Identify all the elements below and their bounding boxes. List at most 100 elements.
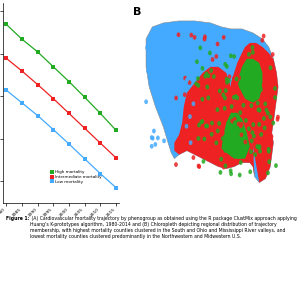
Circle shape [268, 91, 272, 96]
Circle shape [185, 77, 189, 82]
Circle shape [152, 56, 156, 60]
Circle shape [183, 92, 187, 97]
Circle shape [172, 24, 175, 29]
High mortality [83, 95, 86, 99]
Circle shape [256, 144, 260, 149]
Circle shape [162, 138, 166, 143]
Circle shape [250, 103, 253, 108]
Circle shape [218, 153, 222, 158]
Circle shape [183, 76, 187, 80]
Circle shape [167, 92, 171, 97]
Polygon shape [174, 67, 254, 177]
Circle shape [177, 32, 180, 37]
Circle shape [253, 152, 257, 157]
Circle shape [264, 157, 268, 161]
Circle shape [205, 71, 208, 76]
High mortality [20, 37, 24, 41]
Circle shape [193, 35, 196, 40]
Circle shape [200, 119, 204, 124]
Circle shape [276, 115, 280, 120]
Circle shape [201, 100, 204, 105]
Low mortality [20, 101, 24, 105]
Circle shape [188, 114, 192, 119]
Circle shape [265, 108, 268, 112]
Circle shape [238, 110, 242, 115]
Low mortality [99, 172, 102, 176]
Circle shape [214, 141, 218, 145]
Circle shape [266, 97, 270, 101]
Circle shape [214, 54, 218, 59]
Circle shape [188, 75, 191, 80]
Circle shape [244, 119, 248, 124]
Circle shape [229, 171, 233, 176]
Circle shape [258, 108, 262, 113]
Circle shape [250, 89, 254, 94]
Line: Low mortality: Low mortality [4, 89, 118, 189]
Circle shape [153, 142, 157, 147]
Circle shape [189, 26, 193, 30]
Circle shape [209, 68, 213, 73]
Circle shape [189, 33, 193, 37]
Circle shape [150, 135, 154, 140]
Circle shape [273, 95, 277, 100]
Text: Figure 1:: Figure 1: [6, 216, 29, 221]
Circle shape [196, 68, 200, 73]
Circle shape [263, 126, 266, 130]
Circle shape [237, 122, 241, 126]
Circle shape [236, 95, 239, 100]
Low mortality [52, 128, 55, 131]
Circle shape [177, 143, 181, 148]
Circle shape [268, 65, 272, 70]
Circle shape [216, 133, 220, 138]
Circle shape [206, 85, 209, 89]
Circle shape [196, 136, 200, 141]
Circle shape [260, 114, 264, 119]
Line: High mortality: High mortality [4, 23, 118, 132]
Circle shape [267, 149, 271, 154]
Circle shape [244, 100, 247, 105]
Circle shape [250, 130, 254, 135]
Circle shape [213, 124, 217, 129]
Circle shape [174, 96, 178, 100]
Circle shape [257, 122, 261, 127]
Polygon shape [239, 59, 262, 99]
Circle shape [152, 129, 156, 133]
Circle shape [233, 141, 237, 145]
Circle shape [216, 129, 220, 133]
Circle shape [166, 83, 170, 88]
Circle shape [251, 118, 254, 123]
Intermediate mortality [67, 112, 71, 115]
Circle shape [168, 97, 172, 102]
Circle shape [198, 45, 202, 50]
Circle shape [177, 111, 180, 116]
Circle shape [203, 74, 207, 79]
Circle shape [237, 76, 241, 80]
Circle shape [258, 149, 262, 154]
Intermediate mortality [99, 141, 102, 145]
Circle shape [177, 108, 180, 112]
Circle shape [229, 134, 233, 139]
Circle shape [276, 117, 279, 122]
Circle shape [144, 99, 148, 104]
Circle shape [197, 164, 200, 168]
High mortality [99, 112, 102, 115]
Circle shape [152, 80, 155, 85]
Circle shape [156, 135, 160, 140]
Circle shape [164, 52, 168, 57]
Circle shape [244, 81, 248, 86]
Circle shape [146, 42, 150, 47]
Circle shape [258, 144, 262, 149]
Circle shape [229, 168, 232, 173]
Circle shape [184, 124, 188, 129]
Text: B: B [134, 7, 142, 17]
Circle shape [220, 136, 224, 141]
Circle shape [195, 59, 199, 64]
Circle shape [163, 80, 166, 85]
Circle shape [221, 130, 225, 135]
Polygon shape [146, 21, 278, 183]
Circle shape [202, 159, 205, 164]
Circle shape [225, 64, 229, 69]
Circle shape [259, 132, 263, 137]
Circle shape [221, 136, 225, 141]
Circle shape [219, 157, 223, 161]
